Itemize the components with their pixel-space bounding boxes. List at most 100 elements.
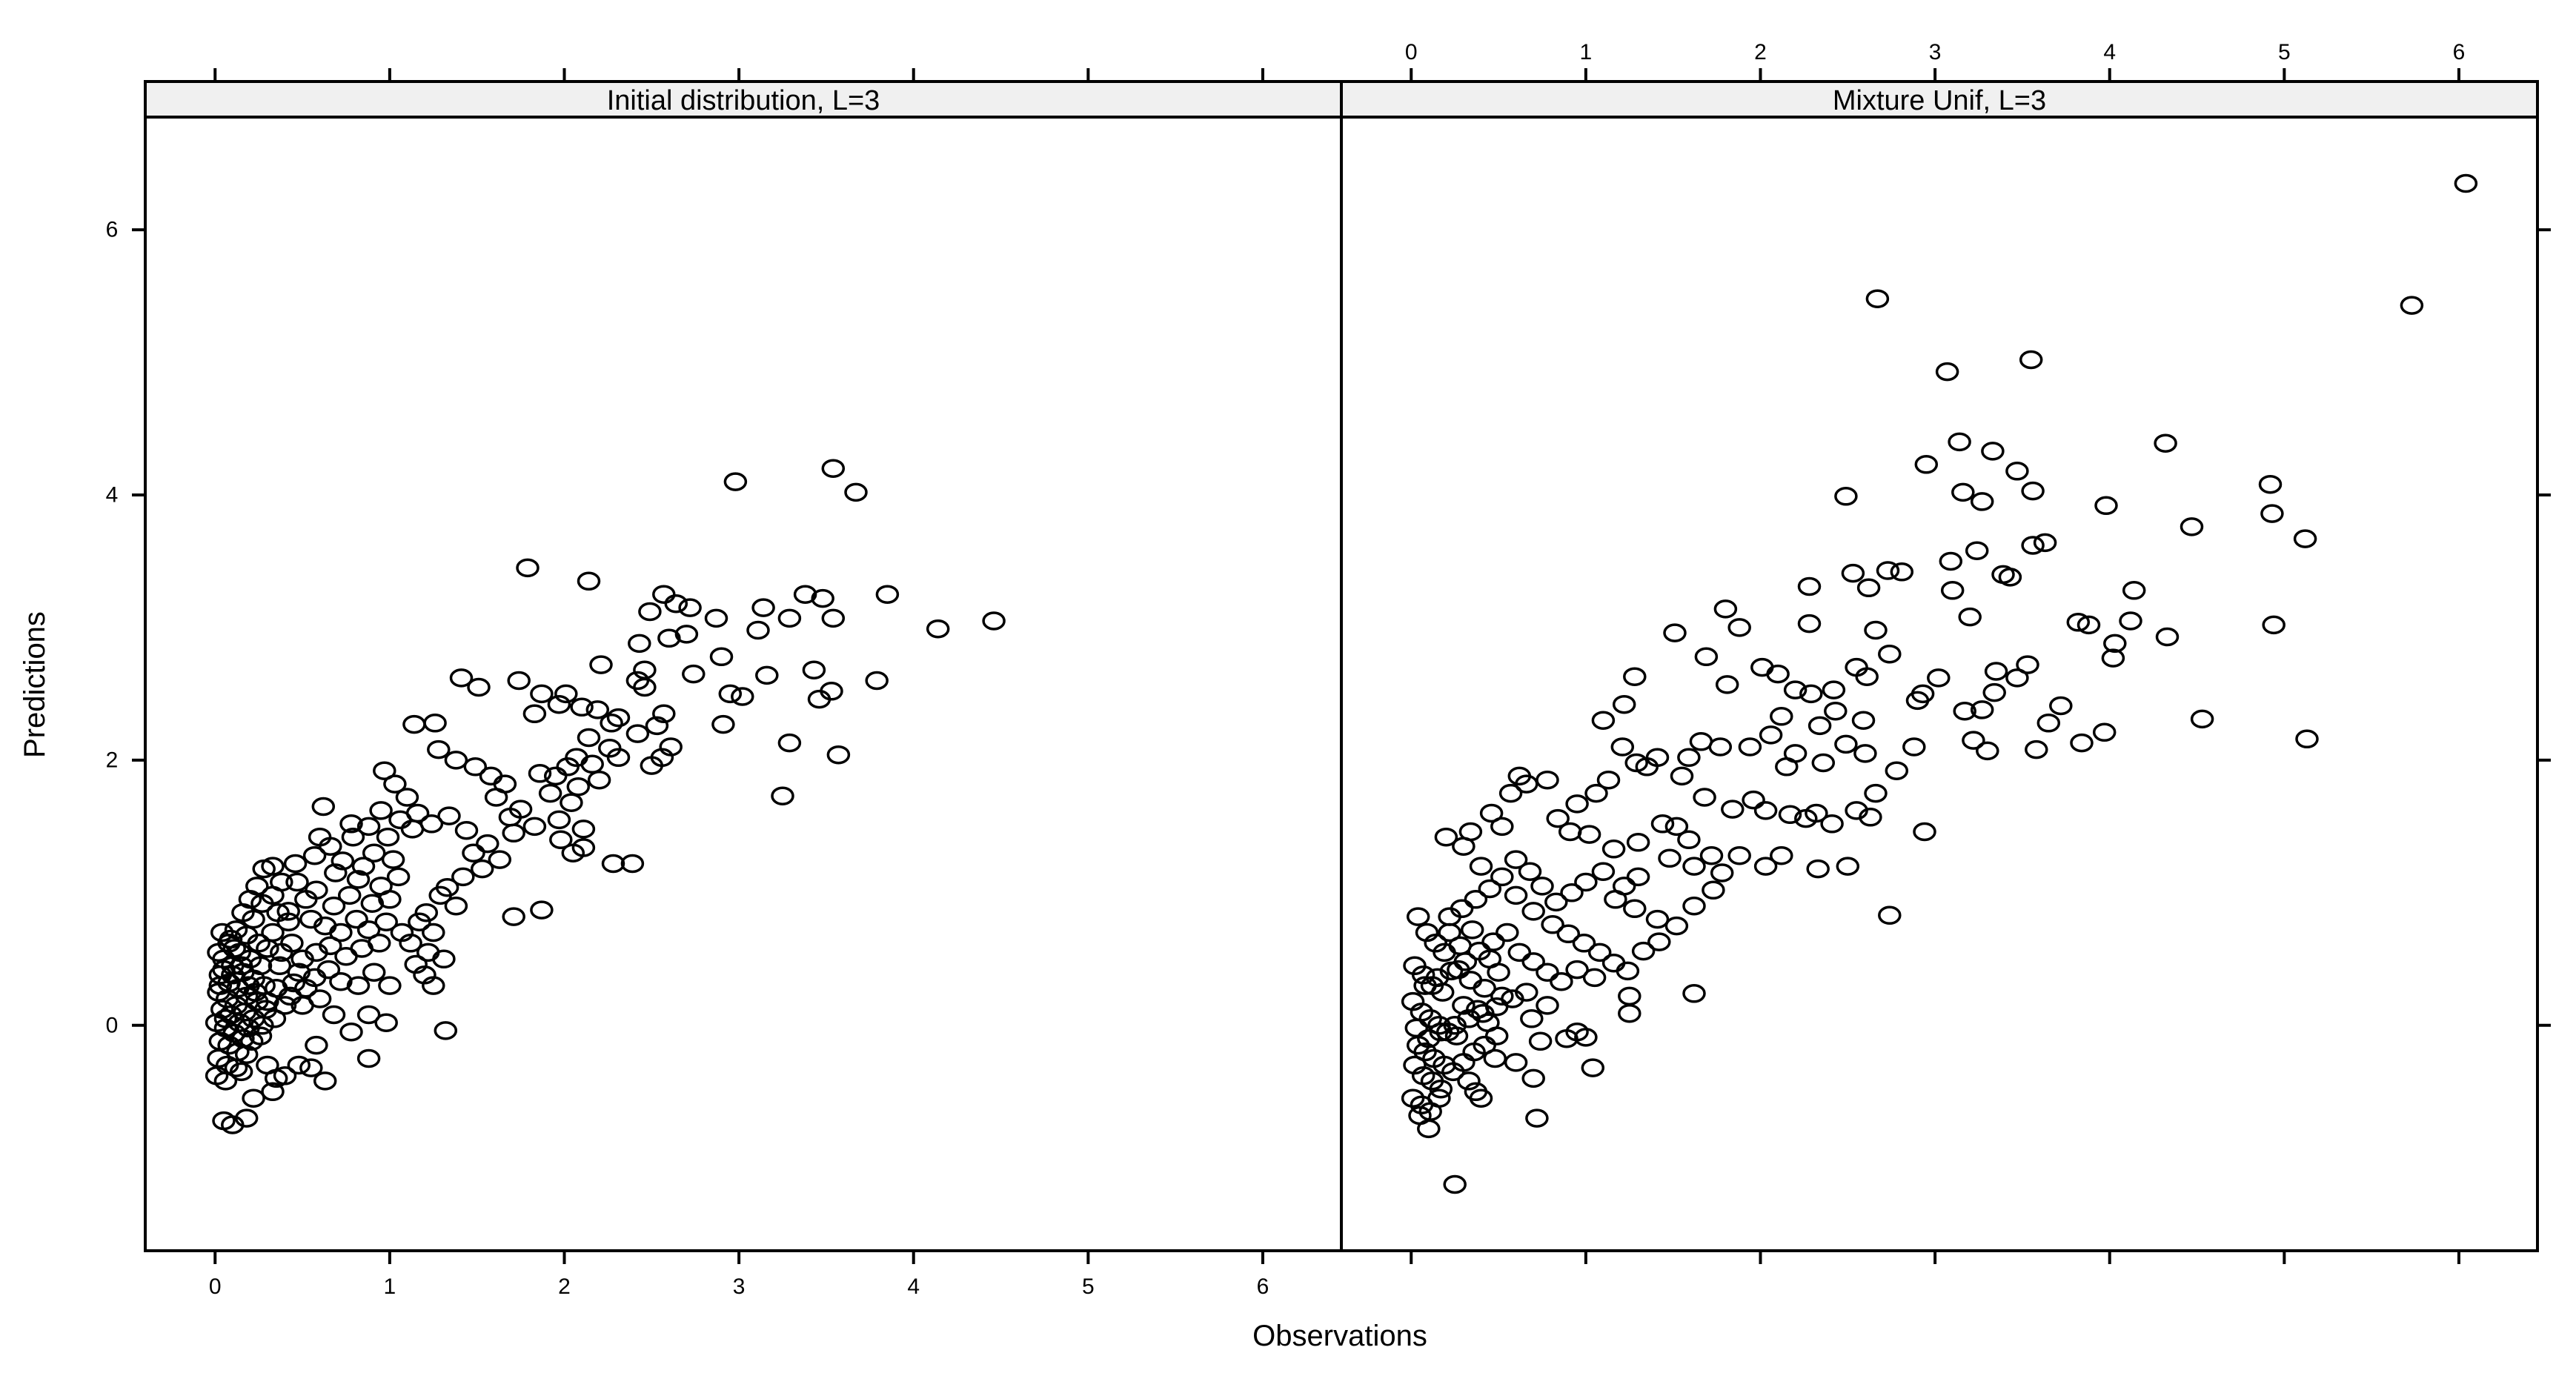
data-point: [2295, 729, 2319, 749]
data-point: [1855, 667, 1879, 686]
data-point: [2019, 350, 2043, 370]
data-point: [1976, 741, 1999, 761]
panels-layer: Initial distribution, L=30 1 2 3 4 5 6Mixture …: [144, 40, 2539, 1299]
data-point: [1601, 840, 1626, 859]
data-point: [1544, 892, 1568, 912]
x-tick-label: 5: [1082, 1274, 1095, 1299]
data-point: [1824, 701, 1848, 721]
data-point: [1890, 562, 1914, 582]
data-point: [207, 943, 230, 963]
data-point: [1677, 748, 1701, 768]
data-point: [657, 628, 681, 648]
data-point: [248, 1026, 273, 1045]
data-point: [674, 625, 699, 644]
data-point: [2293, 529, 2317, 548]
data-point: [1565, 960, 1589, 980]
data-point: [1536, 963, 1559, 982]
data-point: [522, 704, 547, 724]
data-point: [2005, 462, 2029, 481]
data-point: [356, 1005, 381, 1025]
data-point: [337, 885, 362, 905]
data-point: [213, 1071, 238, 1091]
data-point: [1430, 983, 1455, 1002]
data-point: [488, 850, 512, 869]
data-point: [570, 697, 594, 717]
data-point: [1479, 803, 1504, 823]
data-point: [345, 909, 368, 929]
data-point: [777, 608, 802, 628]
data-point: [664, 594, 688, 614]
data-point: [587, 770, 611, 790]
data-point: [1429, 1022, 1453, 1042]
data-point: [1556, 924, 1581, 944]
data-point: [2454, 173, 2478, 193]
data-point: [276, 912, 300, 931]
data-point: [1483, 1048, 1507, 1068]
data-point: [1427, 1088, 1451, 1108]
data-point: [1525, 1108, 1549, 1128]
data-point: [1457, 1071, 1481, 1091]
data-point: [580, 754, 604, 774]
data-point: [362, 843, 386, 862]
data-point: [308, 827, 332, 847]
x-tick-label: 4: [907, 1274, 920, 1299]
data-point: [522, 817, 547, 837]
x-tick-label: 3: [1929, 40, 1942, 64]
y-axis-title: Predictions: [19, 611, 51, 758]
data-point: [213, 1009, 238, 1028]
data-point: [821, 459, 846, 478]
data-point: [1856, 578, 1881, 598]
data-point: [362, 963, 386, 982]
data-point: [1521, 902, 1545, 921]
data-point: [294, 890, 318, 909]
x-axis-title: Observations: [1252, 1320, 1427, 1352]
data-point: [1753, 801, 1778, 820]
data-point: [1834, 734, 1858, 754]
data-point: [620, 854, 645, 874]
data-point: [1473, 978, 1496, 998]
panel-2: Mixture Unif, L=3 0 1 2 3 4 5 6: [1340, 40, 2539, 1264]
data-point: [208, 976, 233, 995]
data-point: [1429, 1079, 1453, 1099]
data-point: [467, 677, 491, 697]
data-point: [2094, 496, 2118, 516]
data-point: [261, 857, 285, 876]
data-point: [360, 894, 385, 913]
data-point: [299, 1058, 323, 1077]
data-point: [1572, 934, 1596, 953]
data-point: [1845, 801, 1868, 820]
data-point: [1982, 682, 2006, 702]
y-tick-label: 2: [106, 748, 119, 772]
data-point: [476, 834, 499, 854]
data-point: [331, 851, 355, 871]
data-point: [1935, 362, 1959, 382]
data-point: [1631, 941, 1656, 961]
data-point: [2262, 615, 2285, 635]
data-point: [1797, 576, 1822, 596]
data-point: [2016, 655, 2039, 674]
data-point: [1434, 827, 1458, 847]
panel-1: Initial distribution, L=3 0 1 2 3 4 5 6: [144, 68, 1343, 1299]
data-point: [444, 896, 468, 916]
data-point: [1948, 432, 1971, 452]
data-point: [373, 761, 396, 780]
data-points: [1401, 173, 2478, 1194]
data-point: [374, 1013, 398, 1032]
data-point: [339, 814, 363, 834]
data-point: [305, 1035, 328, 1055]
x-tick-label: 1: [384, 1274, 396, 1299]
data-point: [449, 668, 474, 688]
data-point: [1664, 916, 1689, 936]
x-tick-label: 0: [209, 1274, 222, 1299]
data-point: [820, 682, 843, 701]
data-point: [982, 611, 1006, 631]
y-tick-label: 4: [106, 483, 119, 508]
data-point: [1401, 1088, 1425, 1108]
data-point: [1689, 732, 1713, 751]
data-point: [528, 764, 552, 783]
data-point: [577, 728, 601, 748]
x-tick-label: 6: [1257, 1274, 1269, 1299]
data-point: [1851, 711, 1876, 730]
data-point: [704, 608, 728, 628]
data-point: [1452, 996, 1475, 1015]
